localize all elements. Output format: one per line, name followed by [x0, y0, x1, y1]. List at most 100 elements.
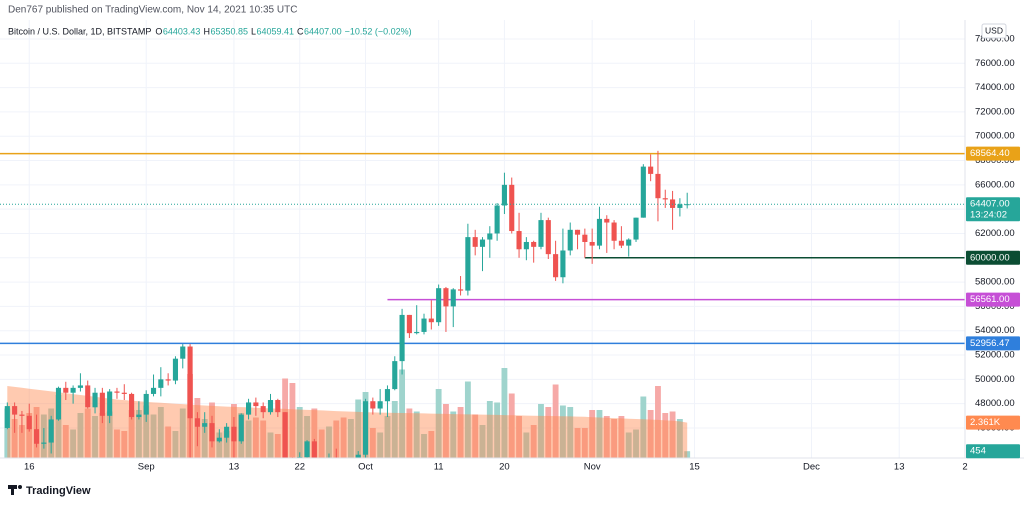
- volume-bar: [26, 413, 33, 458]
- candle-body: [187, 346, 193, 419]
- x-tick-label: 20: [499, 462, 510, 473]
- volume-bar: [516, 416, 522, 458]
- candle-body: [450, 289, 456, 307]
- candle-body: [618, 240, 624, 246]
- line-price-badge-text: 52956.47: [970, 338, 1010, 349]
- legend-text: 65350.85: [210, 26, 248, 36]
- line-price-badge: [966, 292, 1020, 307]
- volume-bar: [55, 395, 62, 458]
- volume-bar: [581, 428, 588, 458]
- volume-bar: [304, 416, 310, 458]
- y-tick-label: 66000.00: [975, 179, 1015, 190]
- candle-body: [355, 454, 361, 458]
- volume-bar: [684, 451, 691, 458]
- volume-bar: [647, 410, 654, 458]
- line-price-badge: [966, 146, 1020, 161]
- x-tick-label: 2: [962, 462, 967, 473]
- volume-bar: [633, 429, 639, 458]
- candle-body: [311, 441, 317, 458]
- volume-bar: [538, 404, 544, 458]
- candle-body: [648, 166, 654, 174]
- volume-bar: [603, 416, 610, 458]
- candle-body: [677, 204, 683, 208]
- candle-body: [626, 239, 632, 246]
- volume-bar: [19, 425, 25, 458]
- candle-body: [180, 346, 186, 359]
- x-tick-label: Nov: [584, 462, 601, 473]
- logo-mark: [11, 485, 14, 495]
- candle-body: [501, 184, 507, 206]
- volume-bar: [179, 408, 186, 458]
- candle-body: [436, 288, 442, 323]
- candle-body: [516, 231, 522, 250]
- candle-body: [121, 392, 127, 394]
- candle-body: [304, 441, 310, 458]
- candle-body: [465, 237, 471, 291]
- volume-bar: [274, 434, 281, 458]
- candle-body: [224, 426, 230, 438]
- candle-body: [589, 241, 595, 246]
- candle-body: [604, 218, 610, 223]
- volume-bar: [676, 419, 683, 458]
- candle-body: [574, 229, 581, 235]
- volume-bar: [11, 419, 18, 458]
- volume-bar: [384, 416, 391, 458]
- volume-bar: [99, 413, 106, 458]
- candle-body: [48, 419, 54, 443]
- volume-bar: [618, 416, 625, 458]
- candle-body: [370, 401, 376, 409]
- volume-bar: [391, 401, 398, 458]
- candle-body: [443, 288, 449, 307]
- volume-bar: [296, 407, 303, 458]
- y-tick-label: 78000.00: [975, 33, 1015, 44]
- candle-body: [596, 218, 603, 246]
- volume-bar: [625, 432, 632, 458]
- legend-text: 64059.41: [257, 26, 295, 36]
- y-tick-label: 74000.00: [975, 82, 1015, 93]
- y-tick-label: 72000.00: [975, 106, 1015, 117]
- candle-body: [165, 379, 171, 381]
- candle-body: [523, 241, 529, 250]
- volume-bar: [84, 408, 91, 458]
- x-tick-label: 16: [24, 462, 35, 473]
- volume-bar: [479, 425, 486, 458]
- volume-bar: [486, 401, 493, 458]
- legend-text: L: [251, 26, 256, 36]
- current-price-badge: [966, 197, 1020, 222]
- x-tick-label: 15: [689, 462, 700, 473]
- current-price-badge-text: 13:24:02: [970, 210, 1007, 221]
- volume-bar: [333, 420, 340, 458]
- x-tick-label: Dec: [803, 462, 820, 473]
- volume-bar: [223, 431, 230, 458]
- volume-bar: [121, 431, 128, 458]
- volume-ma-badge-text: 2.361K: [970, 417, 1001, 428]
- y-tick-label: 62000.00: [975, 228, 1015, 239]
- legend-text: 64407.00: [304, 26, 342, 36]
- candle-body: [560, 250, 566, 278]
- line-price-badge: [966, 336, 1020, 351]
- volume-bar: [589, 410, 596, 458]
- x-tick-label: Oct: [358, 462, 373, 473]
- candle-body: [392, 361, 398, 390]
- volume-bar: [413, 411, 420, 458]
- candle-body: [611, 222, 617, 241]
- legend-text: O: [155, 26, 162, 36]
- volume-ma-badge: [966, 415, 1020, 430]
- candle-body: [216, 437, 222, 442]
- published-note: Den767 published on TradingView.com, Nov…: [8, 5, 297, 16]
- volume-bar: [114, 429, 120, 458]
- volume-bar: [574, 428, 581, 458]
- legend-text: 64403.43: [163, 26, 201, 36]
- candle-body: [246, 402, 252, 415]
- volume-bar: [596, 410, 603, 458]
- volume-bar: [355, 399, 362, 458]
- current-price-badge-text: 64407.00: [970, 199, 1010, 210]
- volume-bar: [406, 408, 413, 458]
- candle-body: [494, 205, 500, 234]
- candle-body: [531, 241, 537, 247]
- candle-body: [129, 393, 135, 418]
- candle-body: [202, 423, 208, 427]
- candle-body: [472, 237, 478, 247]
- candle-body: [670, 199, 676, 208]
- candle-body: [63, 387, 69, 393]
